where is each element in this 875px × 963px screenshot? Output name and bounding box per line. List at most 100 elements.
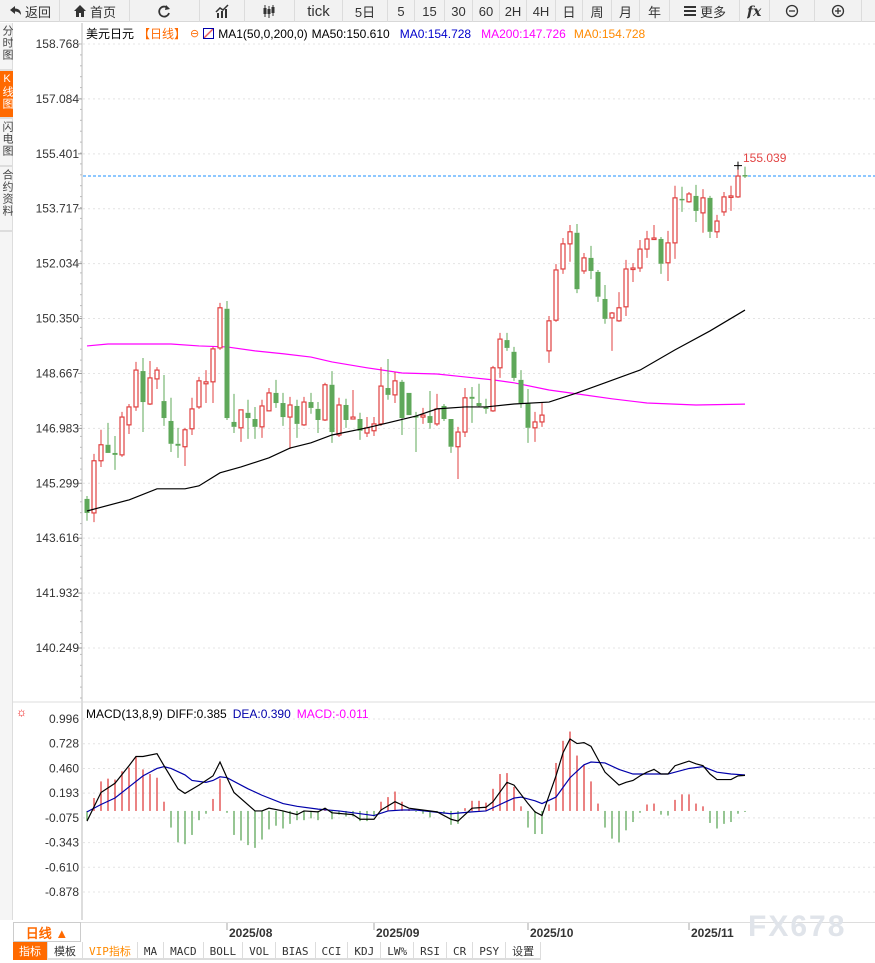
menu-icon xyxy=(683,4,698,19)
settings-circle-icon[interactable]: ⊖ xyxy=(190,28,200,40)
indicator-tab-vip指标[interactable]: VIP指标 xyxy=(83,942,138,960)
macd-settings-icon[interactable]: ☼ xyxy=(16,705,27,719)
candle xyxy=(406,392,412,416)
toolbar-button-label: 5 xyxy=(397,3,405,19)
left-tab-3[interactable]: 合约资料 xyxy=(0,167,13,232)
candle xyxy=(679,186,685,212)
candle xyxy=(455,426,461,480)
toolbar-button-日[interactable]: 日 xyxy=(556,0,583,22)
macd-tick-label: -0.878 xyxy=(45,885,79,899)
toolbar-button-5日[interactable]: 5日 xyxy=(343,0,388,22)
candle-body xyxy=(245,412,251,419)
toolbar-button-line-chart[interactable] xyxy=(200,0,245,22)
candle-body xyxy=(112,452,118,455)
candle-body xyxy=(133,369,139,408)
toolbar-button-返回[interactable]: 返回 xyxy=(0,0,60,22)
candle xyxy=(413,411,419,452)
candle xyxy=(742,166,748,178)
toolbar-button-label: 30 xyxy=(451,3,466,19)
toolbar-button-candlestick[interactable] xyxy=(245,0,295,22)
candle-body xyxy=(637,248,643,269)
candle xyxy=(301,396,307,426)
candle-body xyxy=(105,444,111,453)
toolbar-button-15[interactable]: 15 xyxy=(415,0,445,22)
indicator-tab-lw%[interactable]: LW% xyxy=(381,942,415,960)
toolbar-button-zoom-in[interactable] xyxy=(815,0,862,22)
toolbar-button-zoom-out[interactable] xyxy=(770,0,815,22)
period-selector[interactable]: 日线 ▲ xyxy=(13,922,81,942)
candle xyxy=(98,429,104,467)
indicator-tab-macd[interactable]: MACD xyxy=(164,942,204,960)
macd-tick-label: -0.075 xyxy=(45,811,79,825)
candle-body xyxy=(721,196,727,213)
candle-body xyxy=(273,392,279,404)
candle xyxy=(483,398,489,414)
price-tick-label: 155.401 xyxy=(36,147,80,161)
candle xyxy=(371,417,377,436)
toolbar-button-4H[interactable]: 4H xyxy=(527,0,556,22)
candle-body xyxy=(203,381,209,385)
candle-body xyxy=(252,419,258,427)
candle-body xyxy=(238,409,244,429)
candle xyxy=(189,397,195,435)
price-ticks: 158.768 157.084 155.401 153.717 152.034 150.3… xyxy=(36,37,875,699)
candle-body xyxy=(406,392,412,416)
left-tab-2[interactable]: 闪电图 xyxy=(0,119,13,167)
candle xyxy=(126,404,132,435)
candle-body xyxy=(609,312,615,319)
candle-body xyxy=(175,443,181,446)
left-tab-0[interactable]: 分时图 xyxy=(0,23,13,71)
toolbar-button-月[interactable]: 月 xyxy=(612,0,640,22)
candle-body xyxy=(532,421,538,429)
candle xyxy=(399,379,405,435)
toolbar-button-label: 2H xyxy=(504,3,522,19)
candle xyxy=(588,245,594,280)
indicator-tab-设置[interactable]: 设置 xyxy=(506,942,542,960)
toolbar-button-fx[interactable]: fx xyxy=(740,0,770,22)
indicator-tab-cr[interactable]: CR xyxy=(447,942,474,960)
toolbar-button-30[interactable]: 30 xyxy=(445,0,473,22)
indicator-tab-ma[interactable]: MA xyxy=(138,942,165,960)
indicator-icon[interactable] xyxy=(203,28,215,39)
toolbar-button-2H[interactable]: 2H xyxy=(500,0,527,22)
toolbar-button-60[interactable]: 60 xyxy=(473,0,500,22)
indicator-tab-bias[interactable]: BIAS xyxy=(276,942,316,960)
left-tab-1[interactable]: K线图 xyxy=(0,71,13,119)
candle xyxy=(196,376,202,409)
candle xyxy=(735,165,741,198)
left-tab-label: 闪电图 xyxy=(1,121,13,157)
candle xyxy=(532,411,538,442)
ma0-value: MA0:154.728 xyxy=(399,26,472,41)
indicator-tab-kdj[interactable]: KDJ xyxy=(348,942,382,960)
toolbar-button-周[interactable]: 周 xyxy=(583,0,612,22)
indicator-tab-psy[interactable]: PSY xyxy=(473,942,507,960)
candle xyxy=(175,427,181,458)
toolbar-button-5[interactable]: 5 xyxy=(388,0,415,22)
candle xyxy=(350,389,356,420)
indicator-tab-指标[interactable]: 指标 xyxy=(13,942,48,960)
toolbar-button-label: 15 xyxy=(422,3,437,19)
toolbar-button-refresh[interactable] xyxy=(130,0,200,22)
toolbar-button-tick[interactable]: tick xyxy=(295,0,343,22)
candle-body xyxy=(329,384,335,433)
toolbar-button-年[interactable]: 年 xyxy=(640,0,670,22)
indicator-tab-cci[interactable]: CCI xyxy=(316,942,349,960)
candle-body xyxy=(497,338,503,369)
indicator-tab-rsi[interactable]: RSI xyxy=(414,942,447,960)
indicator-tabs: 指标 模板 VIP指标 MA MACD BOLL VOL BIAS CCI KDJ LW% RSI CR… xyxy=(13,942,542,960)
toolbar-button-label: 首页 xyxy=(89,4,116,20)
toolbar-button-首页[interactable]: 首页 xyxy=(60,0,130,22)
candle-body xyxy=(595,271,601,297)
last-high-label: 155.039 xyxy=(743,151,787,165)
candle-body xyxy=(707,197,713,232)
indicator-tab-vol[interactable]: VOL xyxy=(243,942,276,960)
candle xyxy=(539,402,545,427)
indicator-tab-模板[interactable]: 模板 xyxy=(48,942,83,960)
candle xyxy=(336,397,342,437)
candle xyxy=(140,358,146,433)
toolbar-button-更多[interactable]: 更多 xyxy=(670,0,740,22)
candle-body xyxy=(119,416,125,456)
indicator-tab-boll[interactable]: BOLL xyxy=(204,942,244,960)
period-label[interactable]: 【日线】 xyxy=(138,27,187,41)
